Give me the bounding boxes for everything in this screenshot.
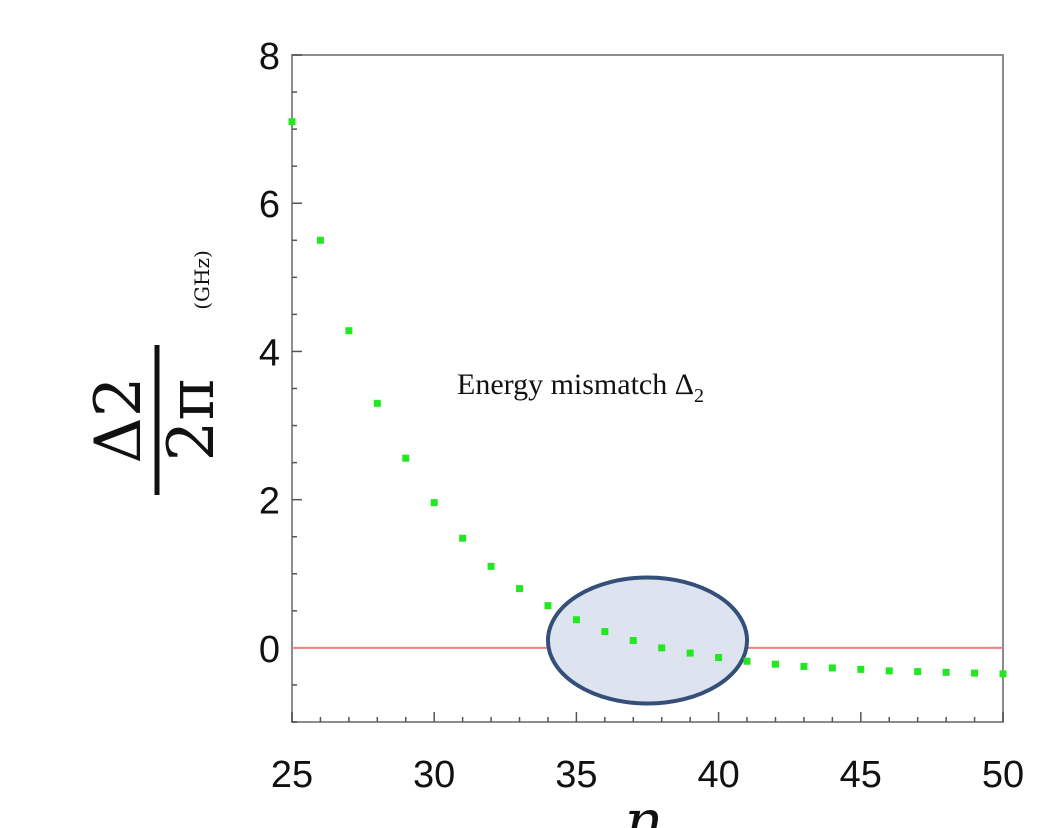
x-tick-label: 50 bbox=[982, 754, 1024, 796]
y-label-numerator: Δ2 bbox=[82, 377, 156, 464]
data-point bbox=[516, 585, 524, 593]
y-tick-labels: 0 2 4 6 8 bbox=[259, 36, 280, 671]
highlight-ellipse bbox=[545, 575, 750, 706]
data-point bbox=[572, 616, 580, 624]
data-point bbox=[373, 399, 381, 407]
data-point bbox=[828, 664, 836, 672]
data-point bbox=[800, 662, 808, 670]
data-point bbox=[430, 499, 438, 507]
x-tick-label: 40 bbox=[697, 754, 739, 796]
data-point bbox=[316, 236, 324, 244]
data-point bbox=[942, 668, 950, 676]
y-label-numerator-text: Δ2 bbox=[82, 377, 156, 464]
x-tick-label: 30 bbox=[413, 754, 455, 796]
x-tick-labels: 25 30 35 40 45 50 bbox=[271, 754, 1024, 796]
y-tick-label: 0 bbox=[259, 629, 280, 671]
y-axis-label: Δ2 2π (GHz) bbox=[82, 250, 229, 495]
data-point bbox=[288, 118, 296, 126]
data-point bbox=[857, 665, 865, 673]
y-label-unit: (GHz) bbox=[190, 250, 214, 310]
x-axis-label: n bbox=[625, 787, 664, 828]
data-point bbox=[487, 562, 495, 570]
data-point bbox=[715, 654, 723, 662]
x-tick-label: 35 bbox=[555, 754, 597, 796]
x-tick-label: 45 bbox=[840, 754, 882, 796]
annotation-text: Energy mismatch Δ2 bbox=[457, 368, 704, 407]
data-point bbox=[743, 657, 751, 665]
data-point bbox=[658, 644, 666, 652]
data-points bbox=[288, 118, 1007, 678]
data-point bbox=[459, 534, 467, 542]
y-label-denominator: 2π bbox=[155, 379, 229, 462]
y-tick-label: 8 bbox=[259, 36, 280, 78]
data-point bbox=[544, 602, 552, 610]
data-point bbox=[999, 670, 1007, 678]
data-point bbox=[686, 649, 694, 657]
x-tick-label: 25 bbox=[271, 754, 313, 796]
y-tick-label: 2 bbox=[259, 481, 280, 523]
data-point bbox=[402, 454, 410, 462]
data-point bbox=[885, 667, 893, 675]
data-point bbox=[601, 628, 609, 636]
y-tick-label: 6 bbox=[259, 184, 280, 226]
data-point bbox=[914, 668, 922, 676]
axis-ticks bbox=[291, 54, 1004, 723]
data-point bbox=[771, 660, 779, 668]
data-point bbox=[345, 327, 353, 335]
data-point bbox=[971, 669, 979, 677]
y-tick-label: 4 bbox=[259, 332, 280, 374]
data-point bbox=[629, 636, 637, 644]
